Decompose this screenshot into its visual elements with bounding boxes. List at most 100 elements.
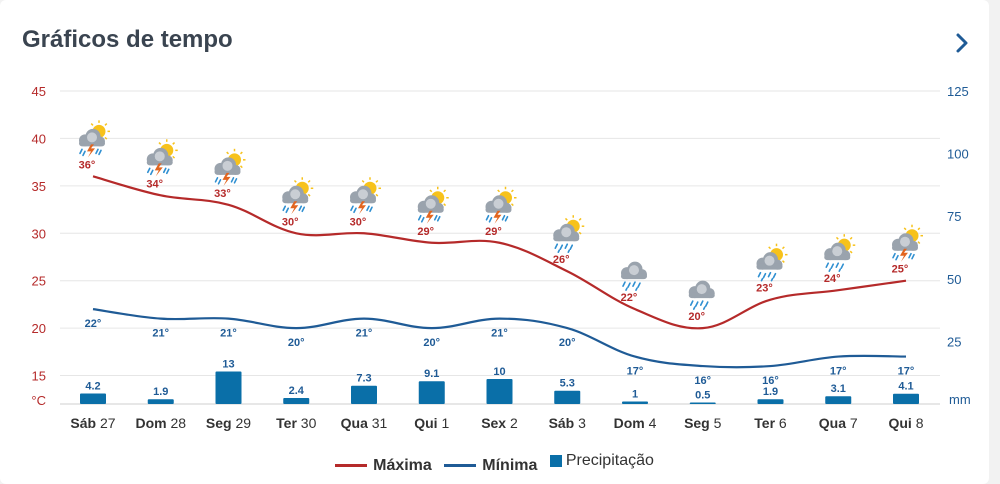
x-tick-label: Sáb 27 [70, 415, 115, 431]
precip-label: 1 [632, 388, 638, 400]
precip-bar [825, 396, 852, 404]
precip-label: 9.1 [424, 368, 439, 380]
rain-sun-icon [756, 243, 788, 282]
rain-sun-icon [553, 215, 585, 254]
y-right-tick-label: 25 [947, 334, 961, 349]
legend-swatch-minima [444, 464, 477, 467]
precip-bar [554, 390, 581, 404]
precip-bar [622, 401, 648, 404]
min-temp-label: 20° [288, 337, 305, 349]
min-temp-label: 20° [559, 337, 576, 349]
min-temp-label: 20° [423, 337, 440, 349]
x-tick-label: Sáb 3 [549, 415, 587, 431]
legend-swatch-precipitacao [549, 455, 562, 467]
y-right-tick-label: 100 [947, 147, 969, 162]
x-tick-label: Dom 28 [135, 415, 186, 431]
max-temp-label: 33° [214, 188, 231, 200]
x-tick-label: Ter 30 [276, 415, 316, 431]
max-temp-label: 22° [621, 292, 638, 304]
precip-bar [351, 385, 377, 404]
y-right-tick-label: 125 [947, 84, 969, 99]
legend-label-precipitacao: Precipitação [565, 452, 654, 469]
max-temp-label: 29° [417, 226, 434, 238]
precip-bar [147, 399, 174, 404]
y-left-tick-label: 35 [32, 179, 46, 194]
max-temp-label: 25° [892, 264, 909, 276]
rain-sun-icon [824, 234, 856, 272]
chevron-right-icon[interactable] [952, 30, 972, 56]
min-temp-label: 21° [356, 328, 373, 340]
precip-bar [283, 397, 310, 404]
max-temp-label: 36° [79, 159, 96, 171]
rain-cloud-icon [621, 261, 647, 291]
storm-sun-icon [79, 120, 110, 158]
min-temp-label: 16° [762, 375, 779, 387]
y-left-tick-label: 40 [32, 131, 46, 146]
precip-label: 1.9 [763, 386, 778, 398]
y-left-tick-label: 25 [32, 274, 46, 289]
storm-sun-icon [485, 186, 517, 224]
max-temp-label: 24° [824, 273, 841, 285]
legend-label-minima: Mínima [482, 456, 538, 474]
precip-label: 10 [493, 366, 505, 378]
precip-label: 4.2 [85, 380, 100, 392]
legend-item-minima[interactable]: Mínima [444, 457, 537, 475]
storm-sun-icon [350, 177, 381, 215]
x-tick-label: Qui 1 [414, 415, 449, 431]
precip-bar [689, 402, 716, 404]
x-tick-label: Dom 4 [614, 415, 657, 431]
precip-label: 2.4 [289, 385, 305, 397]
storm-sun-icon [146, 139, 178, 177]
series-line-maxima [92, 175, 907, 330]
precip-label: 1.9 [153, 386, 168, 398]
precip-bar [486, 378, 513, 404]
min-temp-label: 22° [85, 318, 102, 330]
x-tick-label: Qua 31 [341, 415, 388, 431]
y-left-tick-label: 20 [32, 321, 46, 336]
min-temp-label: 17° [830, 366, 847, 378]
y-right-unit: mm [949, 392, 971, 407]
min-temp-label: 17° [627, 366, 644, 378]
rain-cloud-icon [688, 280, 715, 310]
precip-label: 0.5 [695, 390, 710, 402]
max-temp-label: 26° [553, 254, 570, 266]
precip-label: 5.3 [560, 378, 575, 390]
y-left-tick-label: 30 [32, 226, 46, 241]
precip-bar [418, 381, 445, 404]
x-tick-label: Qui 8 [888, 415, 923, 431]
precip-bar [215, 371, 242, 404]
series-line-minima [92, 308, 907, 369]
x-tick-label: Sex 2 [481, 415, 518, 431]
x-tick-label: Qua 7 [819, 415, 858, 431]
precip-label: 7.3 [356, 373, 371, 385]
min-temp-label: 16° [694, 375, 711, 387]
precip-label: 4.1 [898, 381, 913, 393]
legend-item-precipitacao[interactable]: Precipitação [549, 452, 654, 470]
precip-bar [757, 399, 784, 404]
weather-chart: 15 20 25 30 35 40 45 °C 25 50 75 100 125 mm 4.2 1.9 13 2.… [31, 84, 971, 431]
legend-label-maxima: Máxima [373, 456, 432, 474]
x-tick-label: Seg 5 [684, 415, 722, 431]
page-title: Gráficos de tempo [22, 26, 233, 53]
precip-label: 13 [222, 358, 234, 370]
storm-sun-icon [282, 177, 314, 215]
legend-swatch-maxima [335, 464, 368, 467]
min-temp-label: 21° [491, 328, 508, 340]
storm-sun-icon [892, 224, 923, 262]
precip-bar [80, 393, 106, 404]
legend-item-maxima[interactable]: Máxima [335, 457, 432, 475]
storm-sun-icon [417, 186, 449, 224]
max-temp-label: 20° [688, 311, 705, 323]
max-temp-label: 30° [282, 216, 299, 228]
max-temp-label: 23° [756, 283, 773, 295]
precip-bar [893, 393, 919, 404]
storm-sun-icon [214, 148, 246, 186]
y-right-tick-label: 75 [947, 209, 961, 224]
y-right-tick-label: 50 [947, 272, 961, 287]
x-tick-label: Ter 6 [754, 415, 787, 431]
min-temp-label: 17° [898, 366, 915, 378]
precip-label: 3.1 [831, 383, 846, 395]
min-temp-label: 21° [220, 328, 237, 340]
max-temp-label: 30° [350, 216, 367, 228]
